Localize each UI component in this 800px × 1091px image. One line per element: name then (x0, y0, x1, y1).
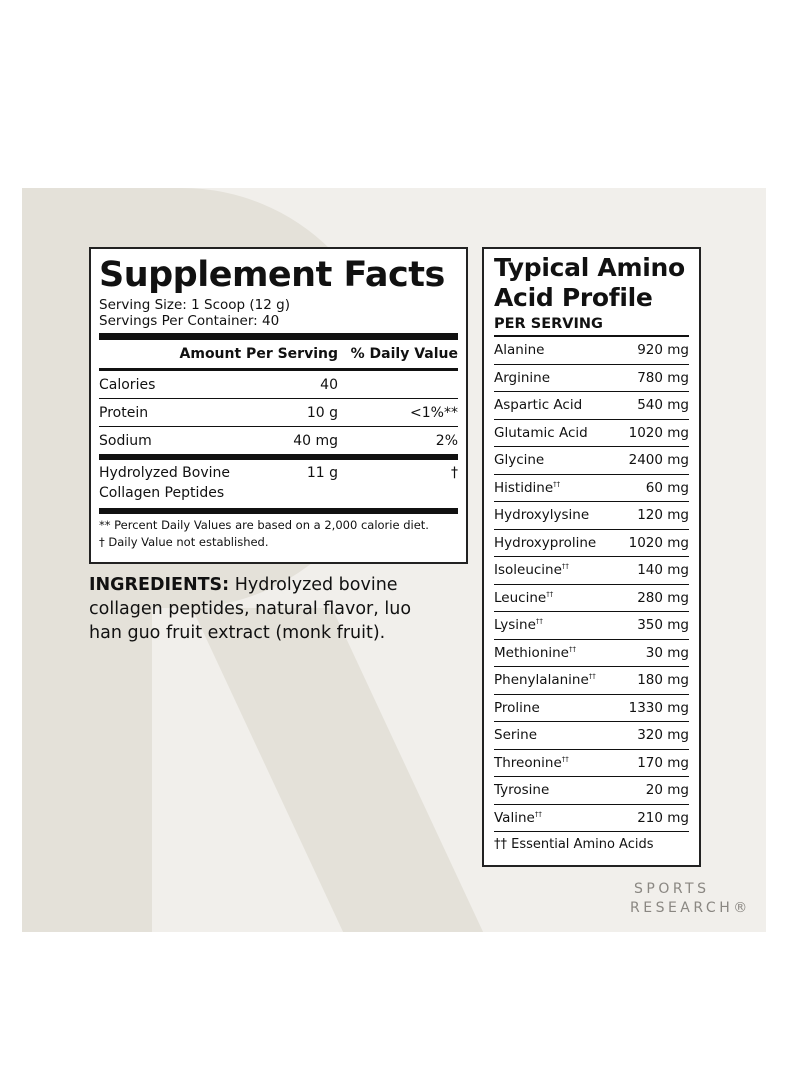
amino-row: Aspartic Acid 540 mg (494, 392, 689, 420)
amino-row: Threonine†† 170 mg (494, 750, 689, 777)
amino-amount: 30 mg (645, 644, 689, 661)
amino-amount: 20 mg (645, 782, 689, 799)
amino-amount: 540 mg (637, 397, 689, 414)
supplement-facts-title: Supplement Facts (99, 255, 445, 295)
amino-name: Phenylalanine†† (494, 672, 596, 689)
amino-row: Tyrosine 20 mg (494, 777, 689, 805)
supplement-facts-panel: Supplement Facts Serving Size: 1 Scoop (… (89, 247, 468, 564)
amino-row: Proline 1330 mg (494, 695, 689, 722)
amino-amount: 2400 mg (628, 452, 689, 469)
r-watermark-leg (192, 608, 528, 932)
amino-amount: 120 mg (637, 507, 689, 524)
amino-row: Valine†† 210 mg (494, 805, 689, 832)
amino-amount: 920 mg (637, 342, 689, 359)
amino-amount: 1020 mg (628, 534, 689, 551)
amino-amount: 180 mg (637, 672, 689, 689)
amino-amount: 320 mg (637, 727, 689, 744)
amino-row: Histidine†† 60 mg (494, 475, 689, 502)
amino-name: Aspartic Acid (494, 397, 583, 414)
amino-row: Leucine†† 280 mg (494, 585, 689, 612)
amino-name: Tyrosine (494, 782, 550, 799)
divider (99, 368, 458, 371)
sports-research-logo: SPORTS RESEARCH® (630, 881, 751, 916)
header-amount: Amount Per Serving (179, 346, 338, 362)
divider (99, 398, 458, 399)
facts-header-row: Amount Per Serving % Daily Value (99, 340, 458, 368)
serving-size: Serving Size: 1 Scoop (12 g) (99, 297, 290, 313)
amino-row: Arginine 780 mg (494, 365, 689, 392)
divider (99, 454, 458, 460)
amino-name: Histidine†† (494, 479, 561, 496)
divider (99, 508, 458, 514)
amino-amount: 280 mg (637, 589, 689, 606)
servings-per-container: Servings Per Container: 40 (99, 313, 280, 329)
amino-name: Methionine†† (494, 644, 576, 661)
amino-acid-panel: Typical Amino Acid Profile PER SERVING A… (482, 247, 701, 867)
amino-title-line1: Typical Amino (494, 253, 685, 282)
amino-amount: 140 mg (637, 562, 689, 579)
amino-row: Glutamic Acid 1020 mg (494, 420, 689, 447)
header-dv: % Daily Value (350, 346, 458, 362)
amino-row: Phenylalanine†† 180 mg (494, 667, 689, 695)
divider (99, 333, 458, 340)
amino-name: Alanine (494, 342, 545, 359)
amino-amount: 210 mg (637, 809, 689, 826)
amino-name: Threonine†† (494, 754, 569, 771)
amino-name: Valine†† (494, 809, 542, 826)
amino-name: Proline (494, 699, 540, 716)
amino-amount: 1020 mg (628, 424, 689, 441)
amino-amount: 350 mg (637, 617, 689, 634)
amino-name: Hydroxyproline (494, 534, 597, 551)
amino-name: Serine (494, 727, 538, 744)
amino-name: Glutamic Acid (494, 424, 588, 441)
amino-amount: 60 mg (645, 479, 689, 496)
amino-amount: 780 mg (637, 369, 689, 386)
amino-row: Isoleucine†† 140 mg (494, 557, 689, 585)
footnote: ** Percent Daily Values are based on a 2… (99, 518, 429, 532)
ingredients-text: Hydrolyzed bovine collagen peptides, nat… (89, 575, 412, 643)
amino-name: Hydroxylysine (494, 507, 590, 524)
amino-row: Serine 320 mg (494, 722, 689, 750)
amino-name: Lysine†† (494, 617, 543, 634)
facts-row: Sodium 40 mg 2% (99, 432, 458, 449)
amino-row: Hydroxylysine 120 mg (494, 502, 689, 530)
facts-row: Hydrolyzed Bovine Collagen Peptides 11 g † (99, 465, 458, 501)
amino-row: Hydroxyproline 1020 mg (494, 530, 689, 557)
per-serving-label: PER SERVING (494, 316, 689, 337)
amino-footnote: †† Essential Amino Acids (494, 837, 654, 852)
facts-row: Calories 40 (99, 376, 338, 393)
amino-row: Lysine†† 350 mg (494, 612, 689, 640)
amino-name: Isoleucine†† (494, 562, 569, 579)
amino-row: Alanine 920 mg (494, 337, 689, 365)
amino-amount: 1330 mg (628, 699, 689, 716)
ingredients-label: INGREDIENTS: (89, 575, 230, 595)
ingredients: INGREDIENTS: Hydrolyzed bovine collagen … (89, 573, 449, 645)
amino-rows: Alanine 920 mg Arginine 780 mg Aspartic Acid… (494, 337, 689, 832)
amino-name: Leucine†† (494, 589, 554, 606)
facts-row: Protein 10 g <1%** (99, 404, 458, 421)
amino-title-line2: Acid Profile (494, 283, 653, 312)
amino-name: Glycine (494, 452, 545, 469)
amino-row: Methionine†† 30 mg (494, 640, 689, 667)
amino-row: Glycine 2400 mg (494, 447, 689, 475)
amino-amount: 170 mg (637, 754, 689, 771)
footnote: † Daily Value not established. (99, 535, 269, 549)
divider (99, 426, 458, 427)
amino-name: Arginine (494, 369, 551, 386)
